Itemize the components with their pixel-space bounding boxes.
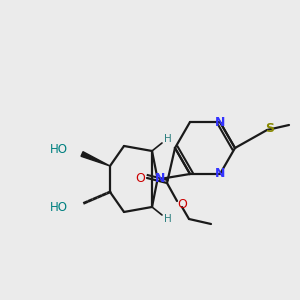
Text: HO: HO	[50, 143, 68, 157]
Text: HO: HO	[50, 202, 68, 214]
Text: H: H	[164, 214, 172, 224]
Text: N: N	[215, 116, 225, 128]
Text: O: O	[135, 172, 145, 184]
Text: N: N	[155, 172, 165, 185]
Text: N: N	[215, 167, 225, 181]
Text: S: S	[266, 122, 274, 134]
Polygon shape	[81, 152, 110, 166]
Text: H: H	[164, 134, 172, 144]
Text: O: O	[177, 199, 187, 212]
